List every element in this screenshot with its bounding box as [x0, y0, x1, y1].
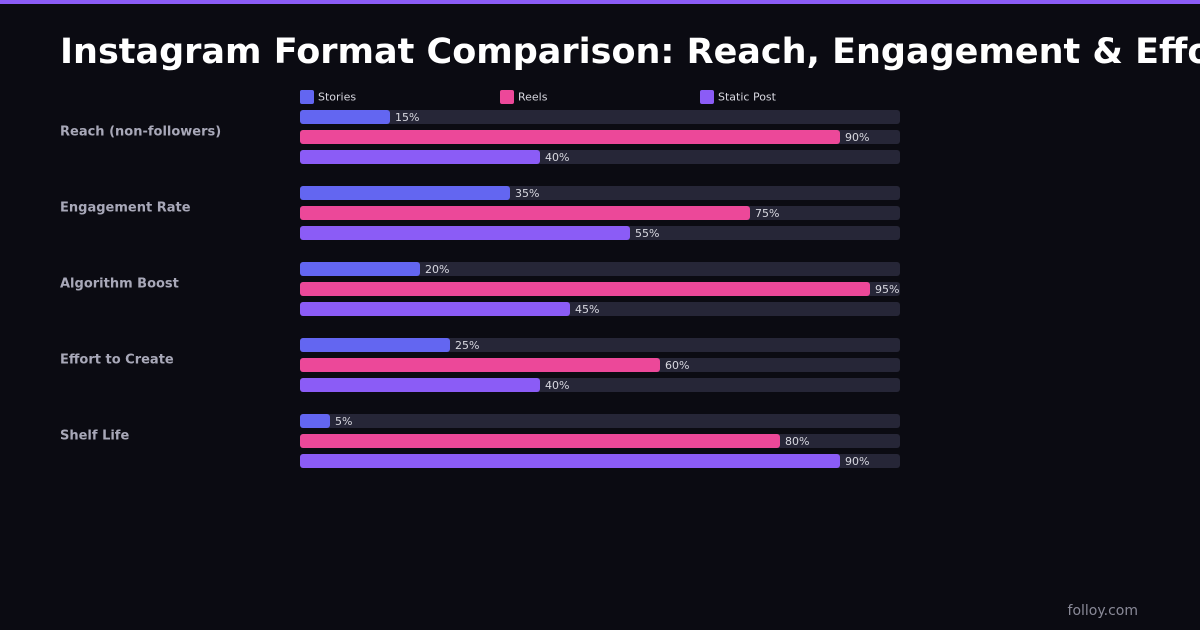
bar — [300, 454, 840, 468]
category-label: Shelf Life — [60, 429, 129, 444]
chart-title: Instagram Format Comparison: Reach, Enga… — [60, 32, 1200, 72]
legend-swatch — [300, 90, 314, 104]
category-label: Engagement Rate — [60, 201, 191, 216]
value-label: 45% — [575, 303, 599, 316]
legend-swatch — [500, 90, 514, 104]
value-label: 75% — [755, 207, 779, 220]
legend-label: Static Post — [718, 91, 777, 104]
bar — [300, 150, 540, 164]
bar-track — [300, 262, 900, 276]
bar — [300, 226, 630, 240]
bar — [300, 338, 450, 352]
value-label: 60% — [665, 359, 689, 372]
bar — [300, 358, 660, 372]
value-label: 95% — [875, 283, 899, 296]
legend-label: Stories — [318, 91, 356, 104]
value-label: 55% — [635, 227, 659, 240]
bar — [300, 186, 510, 200]
value-label: 40% — [545, 151, 569, 164]
bar — [300, 378, 540, 392]
bar — [300, 414, 330, 428]
value-label: 5% — [335, 415, 352, 428]
category-label: Algorithm Boost — [60, 277, 179, 292]
bar — [300, 130, 840, 144]
value-label: 90% — [845, 455, 869, 468]
bar-track — [300, 414, 900, 428]
bar — [300, 434, 780, 448]
bar-track — [300, 110, 900, 124]
value-label: 25% — [455, 339, 479, 352]
value-label: 15% — [395, 111, 419, 124]
value-label: 20% — [425, 263, 449, 276]
value-label: 40% — [545, 379, 569, 392]
top-stripe — [0, 0, 1200, 4]
bar — [300, 206, 750, 220]
legend-label: Reels — [518, 91, 548, 104]
bar — [300, 282, 870, 296]
footer: folloy.com — [1068, 603, 1138, 619]
value-label: 80% — [785, 435, 809, 448]
bar — [300, 262, 420, 276]
bar — [300, 110, 390, 124]
legend-swatch — [700, 90, 714, 104]
category-label: Effort to Create — [60, 353, 174, 368]
value-label: 90% — [845, 131, 869, 144]
value-label: 35% — [515, 187, 539, 200]
bar — [300, 302, 570, 316]
category-label: Reach (non-followers) — [60, 125, 221, 140]
